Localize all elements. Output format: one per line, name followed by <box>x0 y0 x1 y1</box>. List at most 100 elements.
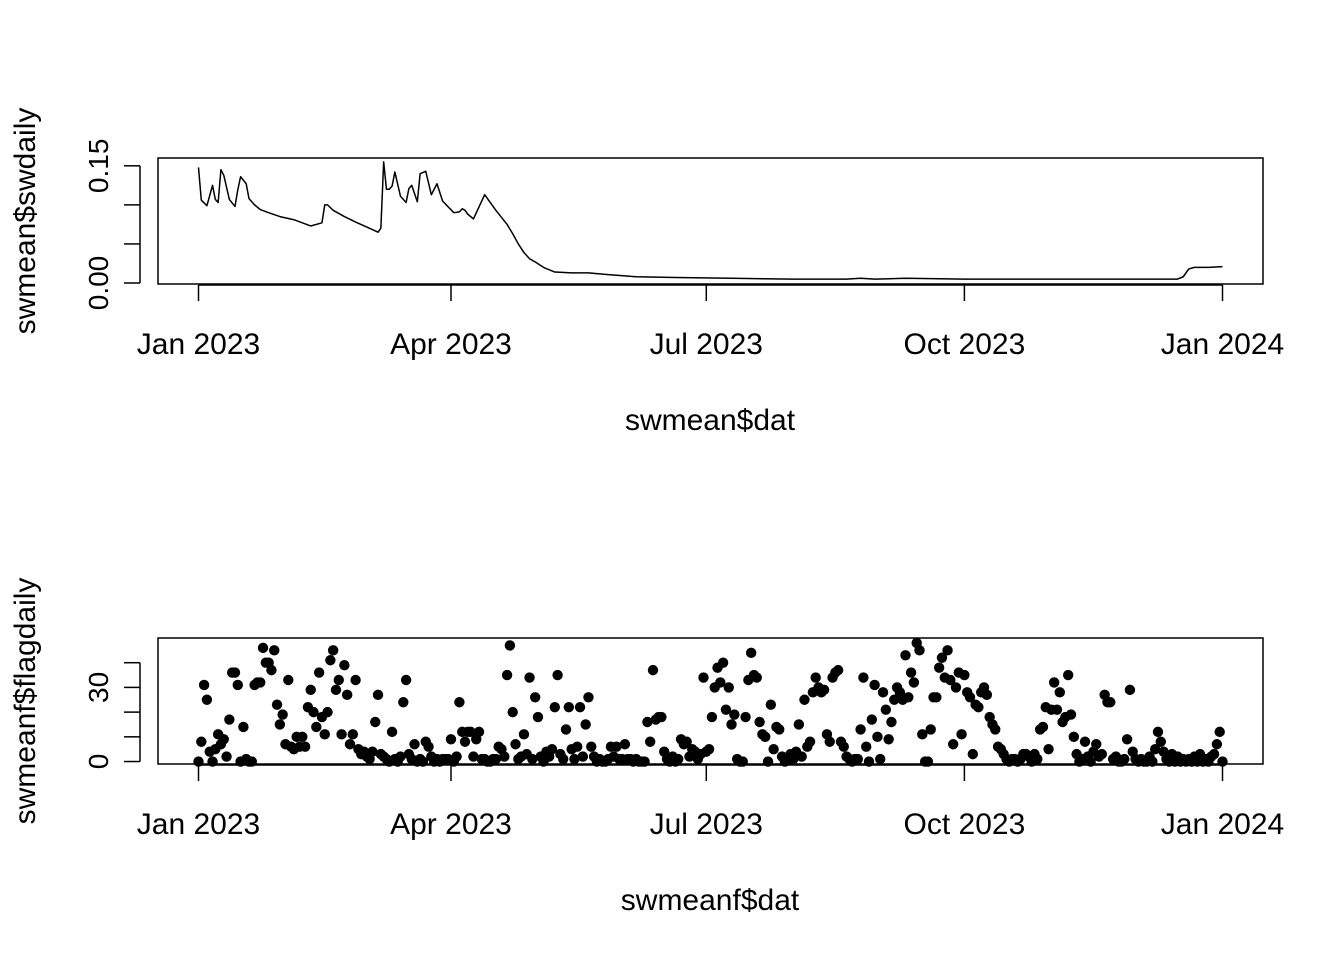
data-point <box>201 694 213 705</box>
line-y-axis: 0.00 0.15 <box>83 139 141 311</box>
data-point <box>959 669 970 681</box>
data-point <box>527 753 538 765</box>
data-point <box>866 714 878 725</box>
data-point <box>931 692 942 703</box>
data-point <box>740 711 751 723</box>
data-point <box>313 667 325 678</box>
data-point <box>341 689 353 701</box>
scatter-x-axis-title: swmeanf$dat <box>621 884 800 917</box>
series-line <box>197 161 1223 280</box>
data-point <box>1217 756 1228 767</box>
data-point <box>1051 704 1063 715</box>
data-point <box>257 642 269 654</box>
data-point <box>647 664 659 676</box>
data-point <box>1065 709 1077 720</box>
data-point <box>1214 726 1225 738</box>
data-point <box>1079 736 1091 747</box>
data-point <box>908 677 920 688</box>
data-point <box>271 699 283 710</box>
data-point <box>347 729 358 740</box>
data-point <box>917 729 928 740</box>
x-tick-label: Apr 2023 <box>390 328 512 361</box>
data-point <box>818 684 830 696</box>
data-point <box>473 726 485 738</box>
data-point <box>990 724 1001 735</box>
data-point <box>852 753 863 765</box>
data-point <box>370 716 381 728</box>
data-point <box>810 672 821 683</box>
data-point <box>737 756 748 767</box>
data-point <box>1032 753 1043 765</box>
x-tick-label: Jul 2023 <box>650 328 763 361</box>
data-point <box>499 751 510 762</box>
x-tick-label: Jan 2023 <box>137 808 260 841</box>
data-point <box>510 739 521 750</box>
data-point <box>549 701 560 713</box>
data-point <box>218 734 229 745</box>
y-tick-label: 0.00 <box>83 256 114 311</box>
data-point <box>900 650 911 661</box>
x-tick-label: Jan 2023 <box>137 328 260 361</box>
data-point <box>922 756 934 767</box>
data-point <box>386 726 398 738</box>
data-point <box>964 692 976 703</box>
data-point <box>468 751 479 762</box>
data-point <box>933 662 945 673</box>
data-point <box>1124 684 1136 696</box>
data-point <box>717 657 729 668</box>
data-point <box>577 751 589 762</box>
scatter-y-axis-title: swmeanf$flagdaily <box>9 578 42 825</box>
data-point <box>558 753 569 765</box>
data-point <box>832 664 844 676</box>
data-point <box>863 756 875 767</box>
data-point <box>563 701 575 713</box>
data-point <box>299 741 311 752</box>
data-point <box>339 659 350 671</box>
data-point <box>221 751 232 762</box>
data-point <box>266 664 277 676</box>
data-point <box>760 731 771 743</box>
data-point <box>1147 756 1158 767</box>
x-tick-label: Oct 2023 <box>904 808 1026 841</box>
data-point <box>417 756 429 767</box>
data-point <box>703 743 715 755</box>
data-point <box>889 694 900 705</box>
x-tick-label: Jan 2024 <box>1161 808 1284 841</box>
data-point <box>869 679 880 691</box>
data-point <box>1155 736 1166 747</box>
data-point <box>311 721 322 733</box>
data-point <box>947 739 959 750</box>
line-x-axis-title: swmean$dat <box>625 404 796 437</box>
data-point <box>1037 721 1049 733</box>
data-point <box>1054 687 1065 698</box>
data-point <box>1063 669 1074 681</box>
data-point <box>855 724 866 735</box>
data-point <box>936 652 948 663</box>
data-point <box>395 751 406 762</box>
data-point <box>367 746 378 757</box>
line-x-axis: Jan 2023 Apr 2023 Jul 2023 Oct 2023 Jan 2024 <box>137 284 1284 361</box>
x-tick-label: Oct 2023 <box>904 328 1026 361</box>
data-point <box>1152 726 1164 738</box>
data-point <box>824 736 835 747</box>
data-point <box>336 729 347 740</box>
data-point <box>611 741 622 752</box>
scatter-x-axis: Jan 2023 Apr 2023 Jul 2023 Oct 2023 Jan 2024 <box>137 764 1284 841</box>
data-point <box>400 674 412 686</box>
data-point <box>644 736 656 747</box>
data-point <box>1085 756 1096 767</box>
data-point <box>532 711 544 723</box>
data-point <box>574 701 586 713</box>
data-point <box>546 743 558 755</box>
data-point <box>1105 697 1116 708</box>
y-tick-label: 0 <box>83 754 114 770</box>
data-point <box>501 669 513 681</box>
data-point <box>1091 739 1102 750</box>
data-point <box>796 751 807 762</box>
data-point <box>1096 748 1108 760</box>
data-point <box>639 756 650 767</box>
line-y-axis-title: swmean$swdaily <box>9 108 42 335</box>
data-point <box>465 726 476 738</box>
data-point <box>872 731 883 743</box>
